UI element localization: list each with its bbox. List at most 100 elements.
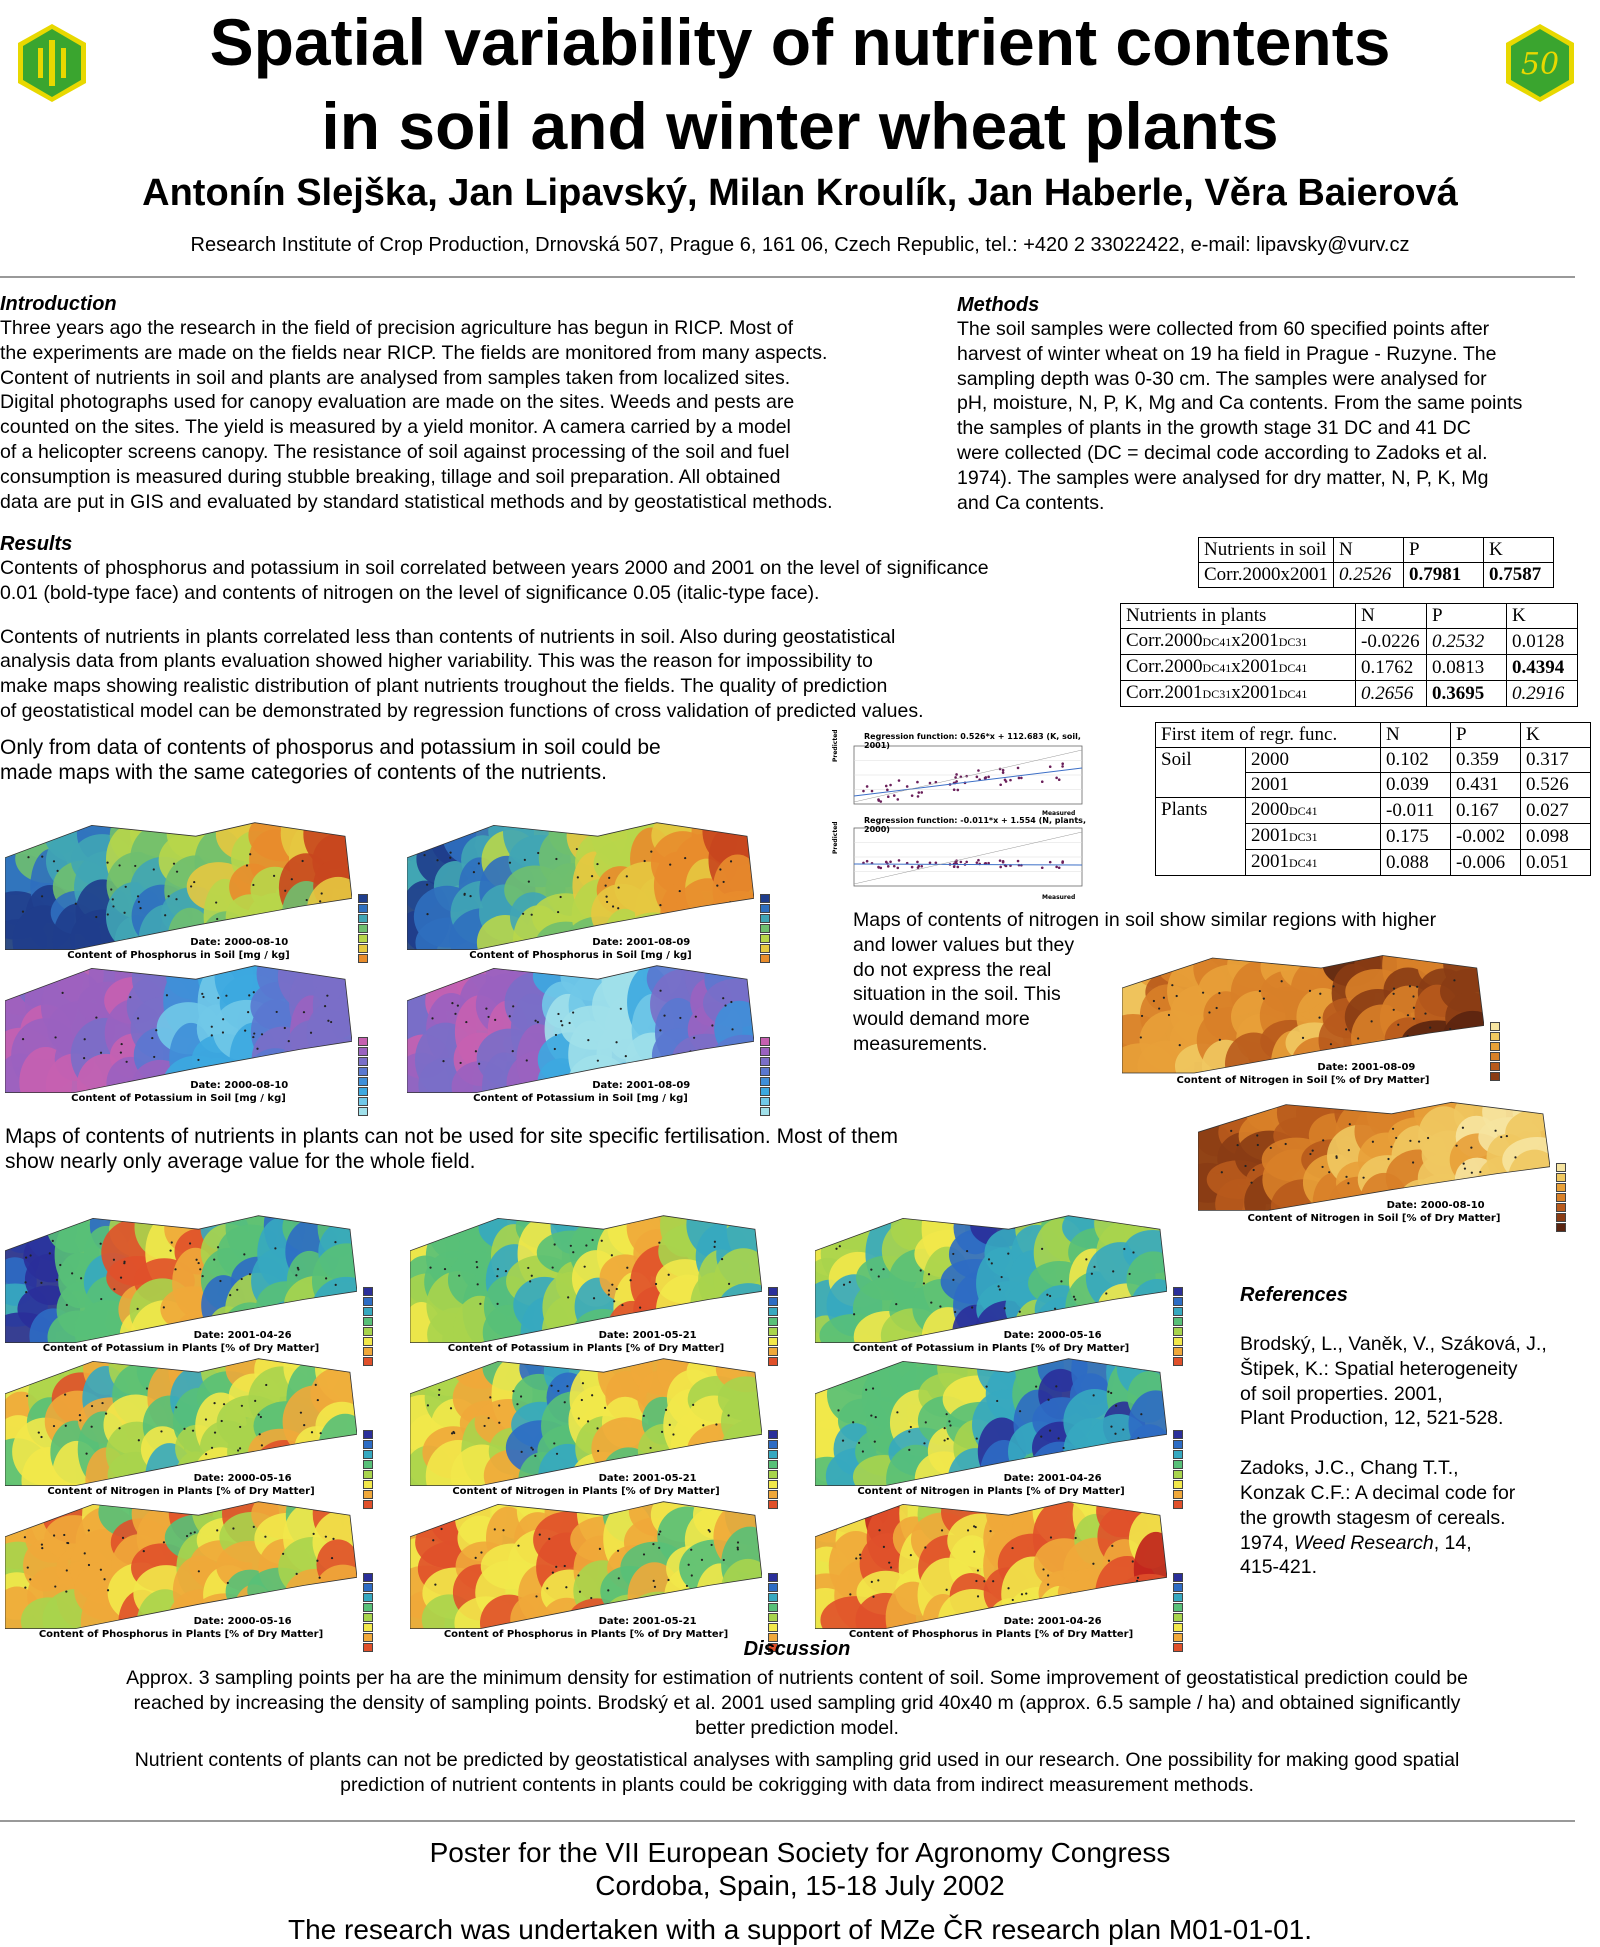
discussion-section: Discussion Approx. 3 sampling points per…	[0, 1638, 1594, 1798]
field-map: Date: 2001-08-09 Content of Potassium in …	[407, 963, 802, 1130]
scatter-point	[1001, 768, 1005, 772]
scatter-point	[905, 785, 909, 788]
reference-2: Zadoks, J.C., Chang T.T., Konzak C.F.: A …	[1240, 1456, 1600, 1580]
scatter-point	[975, 775, 979, 779]
field-map-raster	[410, 1358, 762, 1487]
table-row: First item of regr. func. N P K	[1155, 722, 1591, 748]
legend-swatch	[363, 1430, 373, 1440]
legend-swatch	[1173, 1327, 1183, 1337]
results-p3: Only from data of contents of phosporus …	[0, 735, 800, 785]
map-legend	[1173, 1287, 1211, 1367]
scatter-point	[879, 866, 883, 870]
legend-swatch	[768, 1593, 778, 1603]
field-map: Date: 2001-04-26 Content of Phosphorus in…	[815, 1499, 1215, 1666]
legend-swatch	[1556, 1183, 1566, 1193]
legend-swatch	[760, 1097, 770, 1107]
table-row: Corr.2000x2001 0.2526 0.7981 0.7587	[1197, 562, 1555, 588]
map-legend	[1556, 1163, 1594, 1233]
legend-swatch	[1556, 1213, 1566, 1223]
legend-swatch	[1490, 1031, 1500, 1041]
map-title: Content of Potassium in Soil [mg / kg]	[71, 1093, 286, 1105]
map-date: Date: 2001-08-09	[592, 937, 691, 949]
text-line: measurements.	[853, 1032, 988, 1055]
legend-swatch	[1173, 1337, 1183, 1347]
text-line: data are put in GIS and evaluated by sta…	[0, 490, 833, 513]
scatter-point	[877, 866, 881, 869]
field-map-raster	[410, 1501, 762, 1630]
legend-swatch	[768, 1490, 778, 1500]
regression-plot-bottom: Regression function: -0.011*x + 1.554 (N…	[832, 814, 1092, 904]
scatter-point	[999, 783, 1002, 787]
scatter-point	[987, 861, 990, 865]
map-legend	[358, 894, 396, 964]
text-line: Zadoks, J.C., Chang T.T.,	[1240, 1457, 1459, 1480]
legend-swatch	[768, 1440, 778, 1450]
scatter-point	[934, 780, 938, 784]
map-caption: Date: 2001-05-21 Content of Potassium in …	[410, 1329, 762, 1355]
scatter-plot-bottom	[853, 827, 1083, 887]
scatter-point	[1001, 860, 1005, 864]
text-line: would demand more	[853, 1008, 1030, 1031]
scatter-point	[862, 789, 865, 793]
map-title: Content of Phosphorus in Soil [mg / kg]	[67, 950, 290, 962]
map-title: Content of Potassium in Soil [mg / kg]	[473, 1093, 688, 1105]
results-p2: Contents of nutrients in plants correlat…	[0, 625, 1130, 724]
legend-swatch	[768, 1603, 778, 1613]
legend-swatch	[1556, 1173, 1566, 1183]
regression-ylabel-top: Predicted	[832, 729, 839, 762]
table-row: Nutrients in soil N P K	[1197, 537, 1555, 563]
legend-swatch	[358, 894, 368, 904]
map-caption: Date: 2001-08-09 Content of Potassium in …	[407, 1079, 754, 1105]
legend-swatch	[358, 914, 368, 924]
text-line: better prediction model.	[695, 1716, 899, 1739]
field-map: Date: 2001-05-21 Content of Nitrogen in P…	[410, 1356, 810, 1523]
legend-swatch	[760, 1057, 770, 1067]
legend-swatch	[363, 1450, 373, 1460]
legend-swatch	[760, 1077, 770, 1087]
scatter-point	[998, 859, 1002, 862]
regression-xlabel-top: Measured	[1042, 810, 1076, 817]
map-legend	[768, 1573, 806, 1653]
scatter-point	[952, 865, 956, 869]
scatter-point	[1057, 778, 1061, 782]
field-map-raster	[815, 1501, 1167, 1630]
affiliation: Research Institute of Crop Production, D…	[190, 234, 1410, 256]
scatter-point	[896, 866, 900, 870]
scatter-point	[1001, 771, 1005, 774]
text-line: prediction of nutrient contents in plant…	[340, 1774, 1254, 1797]
legend-swatch	[358, 1057, 368, 1067]
map-legend	[1173, 1573, 1211, 1653]
legend-swatch	[1173, 1573, 1183, 1583]
map-caption: Date: 2001-04-26 Content of Nitrogen in P…	[815, 1472, 1167, 1498]
legend-swatch	[1490, 1061, 1500, 1071]
scatter-point	[977, 769, 980, 772]
legend-swatch	[363, 1440, 373, 1450]
map-title: Content of Nitrogen in Plants [% of Dry …	[452, 1486, 720, 1498]
scatter-point	[928, 781, 932, 785]
scatter-point	[952, 788, 956, 792]
scatter-point	[987, 775, 990, 779]
legend-swatch	[1173, 1357, 1183, 1367]
legend-swatch	[768, 1430, 778, 1440]
scatter-point	[916, 780, 919, 784]
legend-swatch	[1173, 1613, 1183, 1623]
plants-text: Maps of contents of nutrients in plants …	[5, 1124, 1105, 1174]
logo-number: 50	[1521, 47, 1559, 82]
text-line: situation in the soil. This	[853, 983, 1061, 1006]
map-legend	[358, 1037, 396, 1117]
text-line: Contents of nutrients in plants correlat…	[0, 625, 896, 648]
footer: Poster for the VII European Society for …	[0, 1836, 1600, 1946]
legend-swatch	[1173, 1500, 1183, 1510]
legend-swatch	[363, 1357, 373, 1367]
scatter-point	[886, 788, 889, 792]
text-line: made maps with the same categories of co…	[0, 761, 607, 784]
legend-swatch	[1173, 1633, 1183, 1643]
map-title: Content of Phosphorus in Plants [% of Dr…	[443, 1629, 729, 1641]
legend-swatch	[768, 1470, 778, 1480]
map-caption: Date: 2000-05-16 Content of Phosphorus in…	[5, 1615, 357, 1641]
scatter-point	[897, 779, 901, 782]
text-line: the growth stagesm of cereals.	[1240, 1506, 1506, 1529]
text-line: Approx. 3 sampling points per ha are the…	[126, 1667, 1468, 1689]
scatter-point	[916, 860, 919, 864]
map-caption: Date: 2001-04-26 Content of Phosphorus in…	[815, 1615, 1167, 1641]
